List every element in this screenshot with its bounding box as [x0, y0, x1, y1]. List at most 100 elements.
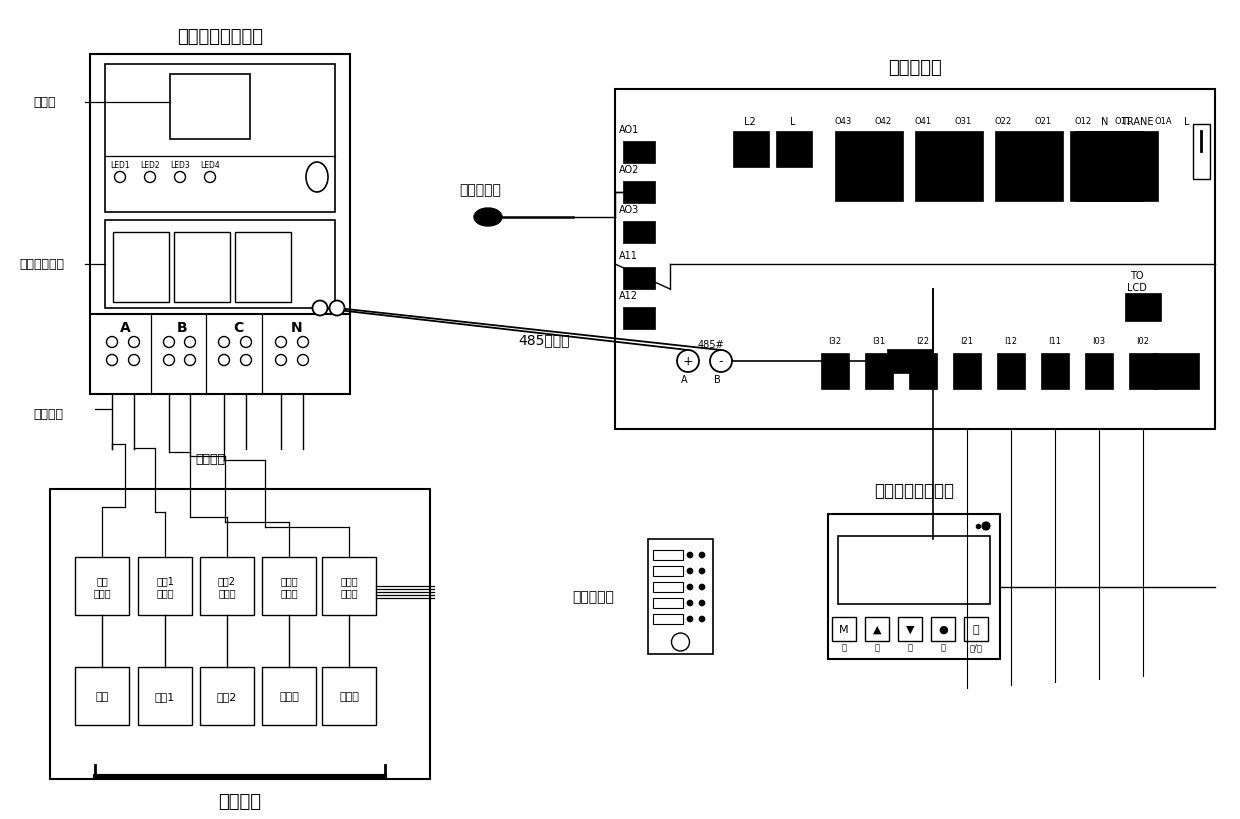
Bar: [653, 550, 683, 560]
Text: 压机2
继电器: 压机2 继电器: [218, 576, 236, 597]
Ellipse shape: [306, 163, 329, 192]
Bar: [200, 667, 254, 725]
Circle shape: [241, 355, 252, 366]
Text: +: +: [683, 355, 693, 368]
Bar: [262, 667, 316, 725]
Text: 485通讯线: 485通讯线: [518, 333, 569, 346]
Text: O41: O41: [914, 117, 931, 126]
Circle shape: [241, 337, 252, 348]
Text: O12: O12: [1074, 117, 1091, 126]
Text: L2: L2: [744, 117, 756, 127]
Text: LED1: LED1: [110, 161, 130, 170]
Circle shape: [129, 355, 140, 366]
Text: TRANE: TRANE: [1121, 117, 1153, 127]
Bar: [1085, 354, 1114, 390]
Text: -: -: [719, 355, 723, 368]
Text: AO1: AO1: [619, 124, 640, 135]
Text: 风机: 风机: [95, 691, 109, 701]
Circle shape: [114, 172, 125, 183]
Bar: [653, 598, 683, 609]
Bar: [74, 557, 129, 615]
Text: I22: I22: [916, 337, 930, 346]
Bar: [615, 90, 1215, 429]
Text: ▲: ▲: [873, 624, 882, 634]
Bar: [50, 490, 430, 779]
Bar: [915, 132, 983, 201]
Bar: [1128, 354, 1157, 390]
Bar: [866, 618, 889, 641]
Circle shape: [672, 633, 689, 651]
Text: A12: A12: [619, 291, 639, 301]
Text: 秒: 秒: [874, 643, 879, 652]
Text: 空调机组: 空调机组: [218, 792, 262, 810]
Circle shape: [164, 337, 175, 348]
Text: 风机
继电器: 风机 继电器: [93, 576, 110, 597]
Text: I31: I31: [873, 337, 885, 346]
Text: I02: I02: [1137, 337, 1149, 346]
Bar: [174, 233, 229, 303]
Bar: [1042, 354, 1069, 390]
Circle shape: [107, 337, 118, 348]
Bar: [622, 142, 655, 164]
Text: B: B: [714, 374, 720, 385]
Text: O1A: O1A: [1154, 117, 1172, 126]
Text: L: L: [790, 117, 796, 127]
Circle shape: [175, 172, 186, 183]
Text: 配电输入: 配电输入: [33, 408, 63, 421]
Text: L: L: [1184, 117, 1189, 127]
Text: 能量采集模块: 能量采集模块: [20, 258, 64, 271]
Circle shape: [699, 616, 706, 622]
Bar: [838, 536, 990, 604]
Bar: [622, 222, 655, 244]
Text: 频: 频: [940, 643, 945, 652]
Circle shape: [275, 355, 286, 366]
Text: O43: O43: [835, 117, 852, 126]
Bar: [74, 667, 129, 725]
Bar: [963, 618, 988, 641]
Text: 机组液晶控制面板: 机组液晶控制面板: [874, 482, 954, 500]
Circle shape: [298, 337, 309, 348]
Bar: [105, 221, 335, 309]
Circle shape: [218, 355, 229, 366]
Circle shape: [687, 600, 693, 606]
Text: O21: O21: [1034, 117, 1052, 126]
Bar: [776, 132, 812, 168]
Text: ⌛: ⌛: [972, 624, 980, 634]
Bar: [105, 65, 335, 213]
Bar: [1075, 132, 1143, 201]
Bar: [653, 566, 683, 577]
Circle shape: [699, 552, 706, 559]
Bar: [262, 557, 316, 615]
Bar: [236, 233, 291, 303]
Circle shape: [298, 355, 309, 366]
Text: 湿度传感器: 湿度传感器: [572, 590, 614, 604]
Text: I03: I03: [1092, 337, 1106, 346]
Bar: [322, 667, 376, 725]
Text: I12: I12: [1004, 337, 1018, 346]
Text: I32: I32: [828, 337, 842, 346]
Circle shape: [312, 301, 327, 316]
Text: N: N: [291, 320, 303, 335]
Circle shape: [677, 351, 699, 373]
Text: 分: 分: [908, 643, 913, 652]
Bar: [887, 350, 932, 373]
Circle shape: [185, 337, 196, 348]
Text: ▼: ▼: [905, 624, 914, 634]
Text: 电加热
继电器: 电加热 继电器: [340, 576, 358, 597]
Text: 四通阀: 四通阀: [279, 691, 299, 701]
Bar: [200, 557, 254, 615]
Text: O42: O42: [874, 117, 892, 126]
Circle shape: [982, 523, 990, 531]
Bar: [835, 132, 903, 201]
Text: AO2: AO2: [619, 165, 640, 174]
Text: O31: O31: [955, 117, 972, 126]
Bar: [909, 354, 937, 390]
Bar: [821, 354, 849, 390]
Bar: [931, 618, 955, 641]
Circle shape: [699, 584, 706, 590]
Text: B: B: [176, 320, 187, 335]
Text: LED3: LED3: [170, 161, 190, 170]
Text: 控制电路板: 控制电路板: [888, 59, 942, 77]
Text: 压机1: 压机1: [155, 691, 175, 701]
Text: 开/关: 开/关: [970, 643, 982, 652]
